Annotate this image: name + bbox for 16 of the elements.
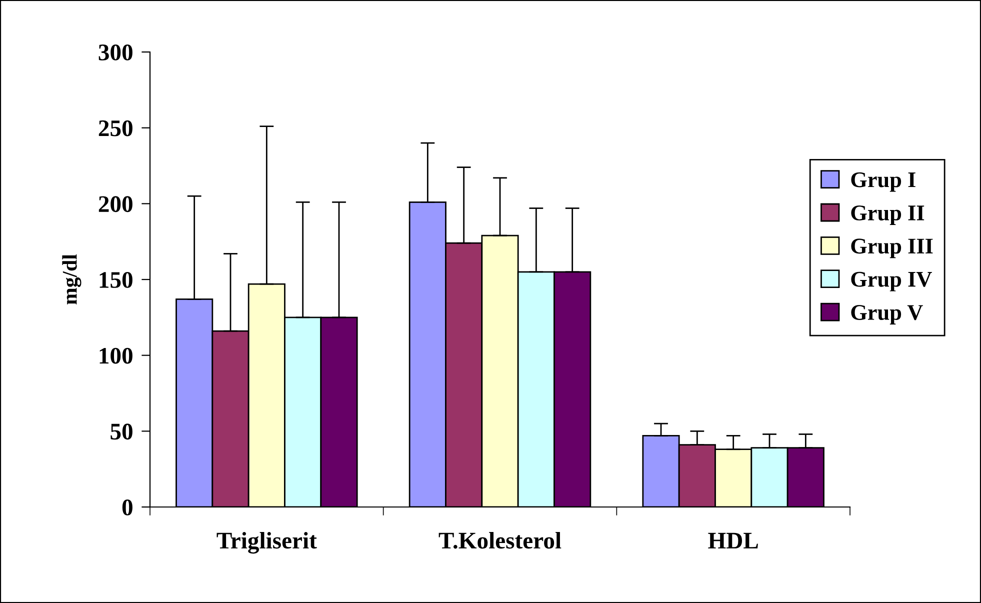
x-tick-label: T.Kolesterol (438, 532, 562, 549)
legend-label: Grup II (851, 206, 924, 225)
y-axis-title: mg/dl (62, 254, 82, 304)
y-tick-label: 150 (100, 272, 132, 288)
legend-label: Grup III (851, 238, 933, 258)
x-tick-label: HDL (708, 532, 758, 548)
y-tick-label: 300 (98, 44, 132, 60)
x-tick-label: Trigliserit (216, 532, 317, 554)
legend-label: Grup I (851, 172, 916, 192)
y-tick-label: 200 (98, 196, 132, 212)
y-tick-label: 250 (98, 120, 132, 136)
y-tick-label: 0 (122, 499, 132, 516)
y-tick-label: 100 (100, 348, 132, 364)
legend-label: Grup IV (851, 272, 932, 292)
legend-label: Grup V (851, 305, 923, 324)
y-tick-label: 50 (110, 424, 132, 440)
